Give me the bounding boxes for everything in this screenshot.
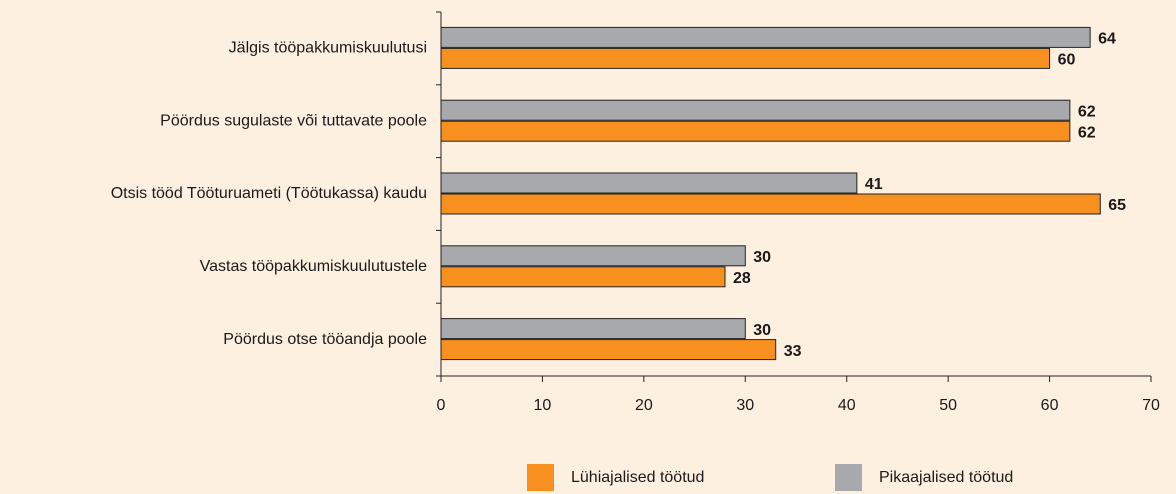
legend-label: Lühiajalised töötud <box>571 469 704 486</box>
bar <box>440 26 1091 48</box>
x-tick-label: 50 <box>939 397 957 414</box>
value-label: 30 <box>753 322 771 339</box>
value-label: 64 <box>1098 31 1116 48</box>
bar <box>440 339 777 361</box>
value-label: 41 <box>865 176 883 193</box>
value-label: 62 <box>1078 124 1096 141</box>
x-tick-label: 20 <box>635 397 653 414</box>
y-tick-label: Pöördus sugulaste või tuttavate poole <box>160 112 427 129</box>
y-tick-label: Otsis tööd Tööturuameti (Töötukassa) kau… <box>111 185 427 202</box>
legend-swatch <box>527 464 554 491</box>
x-tick-label: 30 <box>736 397 754 414</box>
x-tick-label: 60 <box>1041 397 1059 414</box>
y-tick-label: Jälgis tööpakkumiskuulutusi <box>229 40 427 57</box>
x-tick-label: 10 <box>534 397 552 414</box>
bar <box>440 193 1101 215</box>
value-label: 65 <box>1108 197 1126 214</box>
bar <box>440 266 726 288</box>
bar <box>440 120 1071 142</box>
value-label: 33 <box>784 343 802 360</box>
y-tick-label: Vastas tööpakkumiskuulutustele <box>200 258 427 275</box>
bar <box>440 245 746 267</box>
value-label: 30 <box>753 249 771 266</box>
bar <box>440 47 1051 69</box>
y-tick-label: Pöördus otse tööandja poole <box>223 331 427 348</box>
x-tick-label: 0 <box>437 397 446 414</box>
bar <box>440 99 1071 121</box>
x-tick-label: 70 <box>1142 397 1160 414</box>
value-label: 60 <box>1058 52 1076 69</box>
legend-swatch <box>835 464 862 491</box>
value-label: 62 <box>1078 103 1096 120</box>
legend-label: Pikaajalised töötud <box>879 469 1013 486</box>
value-label: 28 <box>733 270 751 287</box>
bar <box>440 318 746 340</box>
x-tick-label: 40 <box>838 397 856 414</box>
bar <box>440 172 858 194</box>
